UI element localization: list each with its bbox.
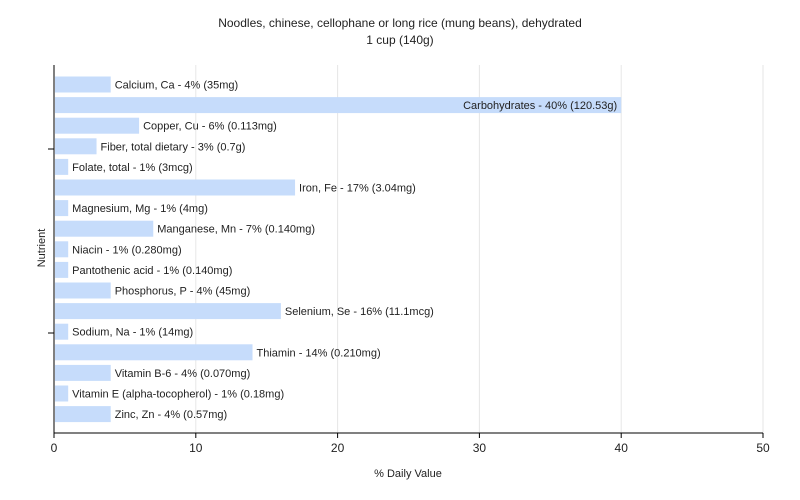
- bar: [55, 241, 69, 258]
- bar: [55, 323, 69, 340]
- x-tick-label: 30: [473, 441, 487, 455]
- bar-label: Carbohydrates - 40% (120.53g): [463, 100, 617, 112]
- bar: [55, 97, 622, 114]
- x-tick-labels: 0 10 20 30 40 50: [51, 441, 770, 455]
- bar-label: Selenium, Se - 16% (11.1mcg): [285, 306, 434, 318]
- bar-label: Iron, Fe - 17% (3.04mg): [299, 183, 416, 195]
- bar-labels-group: Calcium, Ca - 4% (35mg) Carbohydrates - 4…: [72, 80, 617, 422]
- bar: [55, 138, 97, 155]
- bar: [55, 385, 69, 402]
- x-axis-label: % Daily Value: [374, 468, 442, 480]
- x-tick-label: 0: [51, 441, 58, 455]
- bar: [55, 406, 111, 423]
- bar-label: Vitamin E (alpha-tocopherol) - 1% (0.18m…: [72, 389, 284, 401]
- bar: [55, 261, 69, 278]
- axes-group: [48, 65, 764, 438]
- bar: [55, 220, 154, 237]
- bar-label: Sodium, Na - 1% (14mg): [72, 327, 193, 339]
- bar: [55, 158, 69, 175]
- bar: [55, 344, 253, 361]
- bar: [55, 303, 281, 320]
- x-tick-label: 10: [189, 441, 203, 455]
- bar-label: Pantothenic acid - 1% (0.140mg): [72, 265, 232, 277]
- x-tick-label: 50: [756, 441, 770, 455]
- bar-label: Fiber, total dietary - 3% (0.7g): [101, 141, 246, 153]
- bar-label: Phosphorus, P - 4% (45mg): [115, 286, 251, 298]
- bar: [55, 200, 69, 217]
- bars-group: [55, 76, 622, 423]
- bar-label: Vitamin B-6 - 4% (0.070mg): [115, 368, 251, 380]
- bar-label: Thiamin - 14% (0.210mg): [257, 347, 381, 359]
- bar: [55, 76, 111, 93]
- grid-lines: [195, 65, 764, 433]
- bar: [55, 364, 111, 381]
- bar-label: Magnesium, Mg - 1% (4mg): [72, 203, 208, 215]
- bar: [55, 282, 111, 299]
- y-axis-label: Nutrient: [36, 229, 48, 268]
- bar-label: Copper, Cu - 6% (0.113mg): [143, 121, 277, 133]
- bar-label: Niacin - 1% (0.280mg): [72, 244, 181, 256]
- chart-title: Noodles, chinese, cellophane or long ric…: [218, 16, 582, 30]
- bar: [55, 117, 140, 134]
- x-tick-label: 40: [615, 441, 629, 455]
- bar-label: Manganese, Mn - 7% (0.140mg): [157, 224, 315, 236]
- bar-label: Folate, total - 1% (3mcg): [72, 162, 192, 174]
- bar-label: Calcium, Ca - 4% (35mg): [115, 80, 238, 92]
- bar-label: Zinc, Zn - 4% (0.57mg): [115, 409, 227, 421]
- x-tick-label: 20: [331, 441, 345, 455]
- bar: [55, 179, 296, 196]
- chart-subtitle: 1 cup (140g): [366, 33, 433, 47]
